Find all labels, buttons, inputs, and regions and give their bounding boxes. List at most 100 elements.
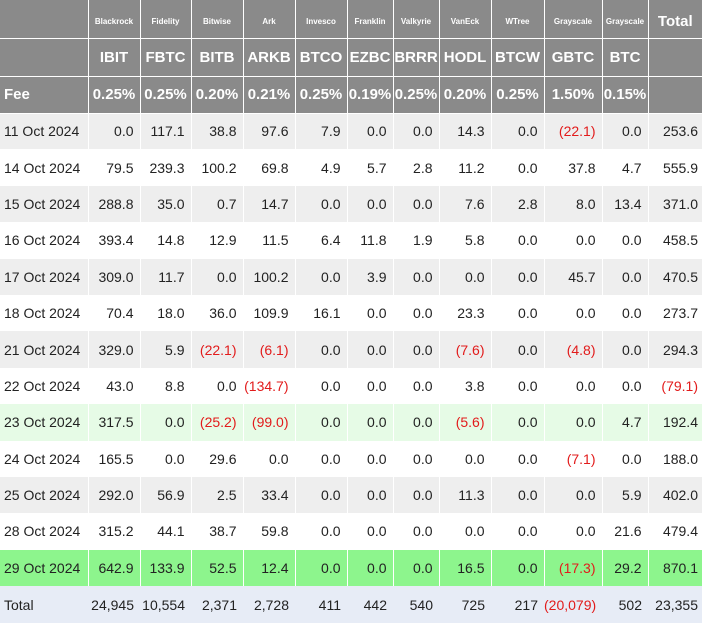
flow-cell: 2.8 bbox=[491, 185, 545, 223]
flow-cell: 0.0 bbox=[140, 404, 192, 441]
totals-cell: 2,728 bbox=[243, 586, 295, 624]
flow-cell: 0.0 bbox=[347, 549, 394, 587]
row-total: 371.0 bbox=[648, 185, 702, 223]
flow-cell: 288.8 bbox=[88, 185, 141, 223]
flow-cell: 317.5 bbox=[88, 404, 141, 441]
ticker-total-blank bbox=[648, 38, 702, 77]
flow-cell: 5.9 bbox=[602, 476, 649, 514]
flow-cell: 0.0 bbox=[491, 513, 545, 550]
flow-cell: 0.0 bbox=[295, 440, 348, 477]
flow-cell: 0.0 bbox=[602, 440, 649, 477]
row-total: 458.5 bbox=[648, 222, 702, 259]
flow-cell: 11.2 bbox=[439, 149, 492, 186]
flow-cell: 70.4 bbox=[88, 294, 141, 332]
flow-cell: 29.2 bbox=[602, 549, 649, 587]
totals-cell: 442 bbox=[347, 586, 393, 624]
flow-cell: 165.5 bbox=[88, 440, 141, 477]
issuer-name: Valkyrie bbox=[393, 0, 440, 39]
fee-value: 0.25% bbox=[140, 76, 192, 114]
table-row: 21 Oct 2024 329.0 5.9 (22.1) (6.1) 0.0 0.0 0.0(… bbox=[0, 331, 702, 368]
flow-cell: 642.9 bbox=[88, 549, 141, 587]
flow-cell: 0.0 bbox=[393, 513, 440, 550]
flow-cell: 0.0 bbox=[347, 404, 394, 441]
row-date: 25 Oct 2024 bbox=[0, 476, 89, 514]
flow-cell: 0.0 bbox=[347, 476, 394, 514]
fee-label: Fee bbox=[0, 76, 89, 114]
flow-cell: 0.0 bbox=[491, 476, 545, 514]
ticker-label: ARKB bbox=[243, 38, 296, 77]
flow-cell: 0.0 bbox=[491, 549, 545, 587]
flow-cell: 0.0 bbox=[347, 185, 394, 223]
flow-cell: 16.5 bbox=[439, 549, 492, 587]
table-row: 18 Oct 2024 70.4 18.0 36.0 109.9 16.1 0.0 0.0 23… bbox=[0, 294, 702, 332]
flow-cell: 0.0 bbox=[393, 113, 440, 150]
flow-cell: 0.0 bbox=[191, 367, 244, 405]
row-date: 21 Oct 2024 bbox=[0, 331, 89, 368]
flow-cell: 0.0 bbox=[140, 440, 192, 477]
issuer-name: VanEck bbox=[439, 0, 492, 39]
ticker-label: BRRR bbox=[393, 38, 440, 77]
flow-cell: 0.0 bbox=[544, 476, 603, 514]
flow-cell: 0.0 bbox=[393, 331, 440, 368]
ticker-label: BTCW bbox=[491, 38, 545, 77]
flow-cell: 14.8 bbox=[140, 222, 192, 259]
row-date: 14 Oct 2024 bbox=[0, 149, 89, 186]
flow-cell: 21.6 bbox=[602, 513, 649, 550]
totals-cell: 411 bbox=[295, 586, 347, 624]
flow-cell: 0.0 bbox=[393, 367, 440, 405]
flow-cell: 0.0 bbox=[295, 476, 348, 514]
flow-cell: 56.9 bbox=[140, 476, 192, 514]
flow-cell: 0.0 bbox=[491, 331, 545, 368]
flow-cell: (5.6) bbox=[439, 404, 492, 441]
row-date: 29 Oct 2024 bbox=[0, 549, 89, 587]
totals-cell: 217 bbox=[491, 586, 544, 624]
flow-cell: (99.0) bbox=[243, 404, 296, 441]
issuer-name: Ark bbox=[243, 0, 296, 39]
flow-cell: 0.0 bbox=[544, 294, 603, 332]
flow-cell: 45.7 bbox=[544, 258, 603, 295]
flow-cell: 4.9 bbox=[295, 149, 348, 186]
flow-cell: 33.4 bbox=[243, 476, 296, 514]
totals-cell: 725 bbox=[439, 586, 491, 624]
fee-value: 0.19% bbox=[347, 76, 394, 114]
flow-cell: 14.7 bbox=[243, 185, 296, 223]
row-total: 470.5 bbox=[648, 258, 702, 295]
flow-cell: 12.9 bbox=[191, 222, 244, 259]
totals-cell: 24,945 bbox=[88, 586, 140, 624]
issuer-name: Franklin bbox=[347, 0, 394, 39]
flow-cell: 11.7 bbox=[140, 258, 192, 295]
flow-cell: 16.1 bbox=[295, 294, 348, 332]
table-row: 28 Oct 2024 315.2 44.1 38.7 59.8 0.0 0.0 0.0 0.0… bbox=[0, 513, 702, 550]
flow-cell: 8.8 bbox=[140, 367, 192, 405]
flow-cell: 0.0 bbox=[602, 367, 649, 405]
ticker-label: HODL bbox=[439, 38, 492, 77]
flow-cell: 38.8 bbox=[191, 113, 244, 150]
issuer-name: Grayscale bbox=[544, 0, 603, 39]
flow-cell: 0.0 bbox=[295, 367, 348, 405]
flow-cell: 117.1 bbox=[140, 113, 192, 150]
flow-cell: 12.4 bbox=[243, 549, 296, 587]
row-total: 870.1 bbox=[648, 549, 702, 587]
flow-cell: 309.0 bbox=[88, 258, 141, 295]
flow-cell: 100.2 bbox=[191, 149, 244, 186]
flow-cell: (134.7) bbox=[243, 367, 296, 405]
flow-cell: 0.0 bbox=[191, 258, 244, 295]
flow-cell: 11.8 bbox=[347, 222, 394, 259]
ticker-label: EZBC bbox=[347, 38, 394, 77]
issuer-name: WTree bbox=[491, 0, 545, 39]
flow-cell: 239.3 bbox=[140, 149, 192, 186]
table-row: 15 Oct 2024 288.8 35.0 0.7 14.7 0.0 0.0 0.0 7.6 2… bbox=[0, 185, 702, 223]
flow-cell: 5.9 bbox=[140, 331, 192, 368]
table-row: 11 Oct 2024 0.0 117.1 38.8 97.6 7.9 0.0 0.0 14.3… bbox=[0, 113, 702, 150]
flow-cell: 2.5 bbox=[191, 476, 244, 514]
flow-cell: 13.4 bbox=[602, 185, 649, 223]
flow-cell: 37.8 bbox=[544, 149, 603, 186]
flow-cell: 0.0 bbox=[491, 258, 545, 295]
fee-value: 0.21% bbox=[243, 76, 296, 114]
flow-cell: 43.0 bbox=[88, 367, 141, 405]
row-date: 18 Oct 2024 bbox=[0, 294, 89, 332]
totals-cell: (20,079) bbox=[544, 586, 602, 624]
row-date: 28 Oct 2024 bbox=[0, 513, 89, 550]
flow-cell: 0.0 bbox=[347, 367, 394, 405]
